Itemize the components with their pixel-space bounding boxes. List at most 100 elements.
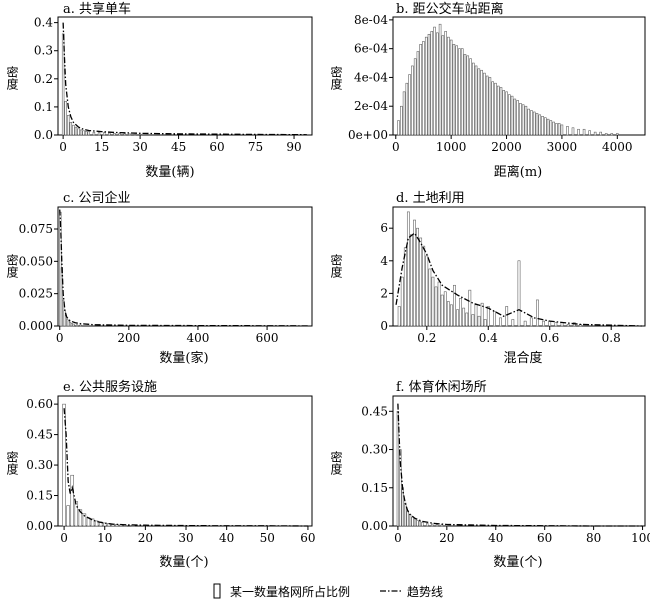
histogram-bar <box>510 95 514 136</box>
panel-e-ylabel: 密度 <box>5 450 19 475</box>
histogram-bar <box>552 121 555 136</box>
histogram-bar <box>441 35 445 136</box>
histogram-bar <box>79 129 83 136</box>
histogram-bar <box>474 304 478 327</box>
x-tick-label: 40 <box>488 531 503 545</box>
x-tick-label: 0 <box>392 140 400 154</box>
panel-f-xlabel: 数量(个) <box>493 555 542 570</box>
histogram-bar <box>443 291 447 327</box>
histogram-bar <box>402 91 406 136</box>
y-tick-label: 0.15 <box>26 489 53 503</box>
y-tick-label: 0.00 <box>26 519 53 533</box>
trend-line <box>397 403 643 527</box>
histogram-bar <box>610 133 614 136</box>
y-tick-label: 6 <box>380 221 388 235</box>
histogram-bar <box>421 522 424 527</box>
histogram-bar <box>400 105 403 136</box>
legend-bar-swatch <box>213 583 221 599</box>
histogram-bar <box>472 62 475 136</box>
histogram-bar <box>519 103 522 136</box>
panel-d-xlabel: 混合度 <box>503 350 542 366</box>
histogram-bar <box>413 58 417 136</box>
panel-a-ylabel: 密度 <box>5 65 19 90</box>
histogram-bar <box>403 247 407 327</box>
histogram-bar <box>560 322 564 327</box>
histogram-bar <box>424 36 428 136</box>
histogram-bar <box>599 131 602 136</box>
x-tick-label: 100 <box>631 531 650 545</box>
histogram-bar <box>535 113 539 136</box>
histogram-bar <box>491 81 494 136</box>
x-tick-label: 60 <box>537 531 552 545</box>
histogram-bar <box>67 115 70 136</box>
y-tick-label: 2 <box>380 286 388 300</box>
histogram-bar <box>499 317 502 327</box>
histogram-bar <box>113 133 116 136</box>
histogram-bar <box>536 299 539 327</box>
y-tick-label: 4 <box>380 254 388 268</box>
histogram-bar <box>458 48 461 136</box>
y-tick-label: 0.0 <box>34 128 53 142</box>
y-tick-label: 0.075 <box>19 222 53 236</box>
histogram-bar <box>582 128 586 136</box>
histogram-bar <box>108 132 111 136</box>
panel-c-xlabel: 数量(家) <box>159 350 208 366</box>
panel-e-xlabel: 数量(个) <box>159 555 208 570</box>
histogram-bar <box>530 110 533 136</box>
histogram-bar <box>405 82 409 136</box>
panel-f-title: f. 体育休闲场所 <box>396 379 487 395</box>
histogram-bar <box>72 323 75 327</box>
panel-b-title: b. 距公交车站距离 <box>396 1 504 17</box>
histogram-bar <box>416 520 419 527</box>
histogram-bar <box>517 260 521 327</box>
histogram-bar <box>434 286 438 327</box>
histogram-bar <box>471 314 475 327</box>
histogram-bar <box>430 31 434 136</box>
histogram-bar <box>477 315 481 327</box>
histogram-bar <box>440 524 444 527</box>
histogram-bar <box>118 133 121 136</box>
histogram-bar <box>452 44 456 136</box>
histogram-bar <box>411 516 414 527</box>
histogram-bar <box>70 323 73 327</box>
x-tick-label: 50 <box>260 531 275 545</box>
trend-line <box>62 22 307 136</box>
histogram-bar <box>70 474 74 527</box>
histogram-bar <box>410 234 413 327</box>
x-tick-label: 60 <box>300 531 315 545</box>
panel-a-title: a. 共享单车 <box>63 1 131 17</box>
x-tick-label: 15 <box>94 140 109 154</box>
x-tick-label: 40 <box>219 531 234 545</box>
y-tick-label: 0.30 <box>26 458 53 472</box>
histogram-bar <box>449 39 453 136</box>
trend-line <box>63 408 308 527</box>
histogram-bar <box>77 128 80 136</box>
histogram-bar <box>419 44 422 136</box>
histogram-bar <box>555 123 558 136</box>
histogram-bar <box>422 245 426 327</box>
x-tick-label: 0 <box>59 140 67 154</box>
histogram-bar <box>413 219 416 327</box>
x-tick-label: 0 <box>394 531 402 545</box>
histogram-bar <box>508 94 511 136</box>
histogram-bar <box>538 114 542 136</box>
histogram-bar <box>483 72 486 136</box>
x-tick-label: 90 <box>286 140 301 154</box>
histogram-bar <box>138 133 142 136</box>
panel-d-land-use: d. 土地利用 混合度 密度 0.2 0.4 0.6 0.8 0 2 4 6 <box>329 191 646 366</box>
x-tick-label: 45 <box>171 140 186 154</box>
y-tick-label: 0.45 <box>26 428 53 442</box>
x-tick-label: 0.6 <box>540 331 559 345</box>
x-tick-label: 3000 <box>547 140 578 154</box>
histogram-bar <box>571 127 575 136</box>
x-tick-label: 400 <box>187 331 210 345</box>
y-tick-label: 0.15 <box>361 481 388 495</box>
histogram-bar <box>593 131 597 136</box>
histogram-bar <box>437 281 441 327</box>
y-tick-label: 0.30 <box>361 443 388 457</box>
histogram-bar <box>75 324 79 327</box>
histogram-bar <box>502 90 506 136</box>
histogram-bar <box>430 523 434 527</box>
histogram-bar <box>511 319 515 327</box>
histogram-bar <box>413 518 417 527</box>
